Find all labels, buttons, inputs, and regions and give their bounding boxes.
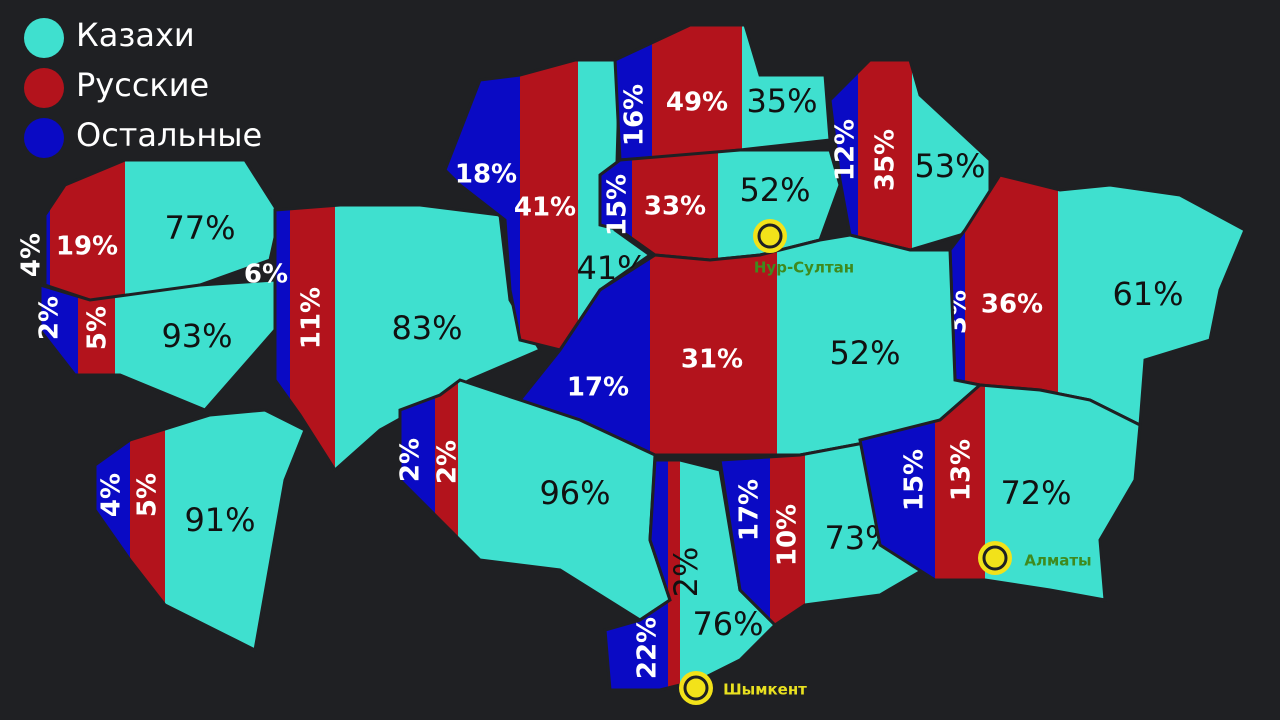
region-label: 2% [35, 296, 65, 340]
region-label: 16% [620, 84, 650, 146]
region-label: 49% [666, 88, 728, 118]
stripe [858, 60, 912, 250]
city-marker-inner [982, 545, 1008, 571]
legend-label: Остальные [76, 116, 262, 154]
region-label: 77% [164, 209, 235, 247]
region-label: 6% [244, 260, 288, 290]
region-label: 2% [396, 438, 426, 482]
stripe [650, 235, 777, 455]
legend-label: Русские [76, 66, 209, 104]
region-label: 11% [297, 287, 327, 349]
legend-swatch [24, 18, 64, 58]
city-marker-inner [757, 223, 783, 249]
region-label: 13% [947, 439, 977, 501]
stripe [770, 440, 805, 625]
region-label: 96% [539, 474, 610, 512]
region-label: 52% [739, 171, 810, 209]
region-border [93, 408, 307, 653]
stripe [965, 175, 1058, 425]
region-label: 33% [644, 192, 706, 222]
stripe [652, 25, 742, 160]
region-label: 61% [1112, 275, 1183, 313]
region-border [517, 233, 984, 457]
region-label: 93% [161, 317, 232, 355]
legend-label: Казахи [76, 16, 195, 54]
legend-swatch [24, 68, 64, 108]
region-label: 31% [681, 345, 743, 375]
region-label: 17% [567, 373, 629, 403]
region-label: 10% [773, 504, 803, 566]
region-label: 53% [914, 147, 985, 185]
region-label: 22% [633, 617, 663, 679]
city-marker-inner [683, 675, 709, 701]
region-label: 76% [692, 605, 763, 643]
city-label: Алматы [1024, 552, 1091, 570]
region-label: 4% [17, 233, 47, 277]
stripe [520, 60, 578, 350]
region-label: 17% [735, 479, 765, 541]
city-label: Нур-Султан [754, 259, 854, 277]
region-border [38, 278, 277, 412]
region-label: 12% [831, 119, 861, 181]
region-label: 52% [829, 334, 900, 372]
region-label: 2% [433, 440, 463, 484]
region-label: 15% [900, 449, 930, 511]
stripe [45, 160, 50, 305]
region-label: 5% [133, 473, 163, 517]
region-label: 83% [391, 309, 462, 347]
legend-swatch [24, 118, 64, 158]
region-label: 41% [514, 193, 576, 223]
city-label: Шымкент [723, 681, 807, 699]
region-label: 72% [1000, 474, 1071, 512]
region-label: 2% [667, 547, 705, 598]
region-label: 35% [746, 82, 817, 120]
region-border [273, 203, 543, 473]
stripe [632, 150, 718, 260]
stripe [935, 385, 985, 600]
region-label: 5% [83, 306, 113, 350]
region-label: 35% [871, 129, 901, 191]
region-label: 19% [56, 232, 118, 262]
region-label: 91% [184, 501, 255, 539]
region-border [718, 438, 942, 627]
region-label: 15% [603, 174, 633, 236]
region-border [858, 383, 1142, 602]
stripe [668, 460, 680, 690]
region-label: 18% [455, 160, 517, 190]
region-label: 4% [97, 473, 127, 517]
region-label: 36% [981, 290, 1043, 320]
